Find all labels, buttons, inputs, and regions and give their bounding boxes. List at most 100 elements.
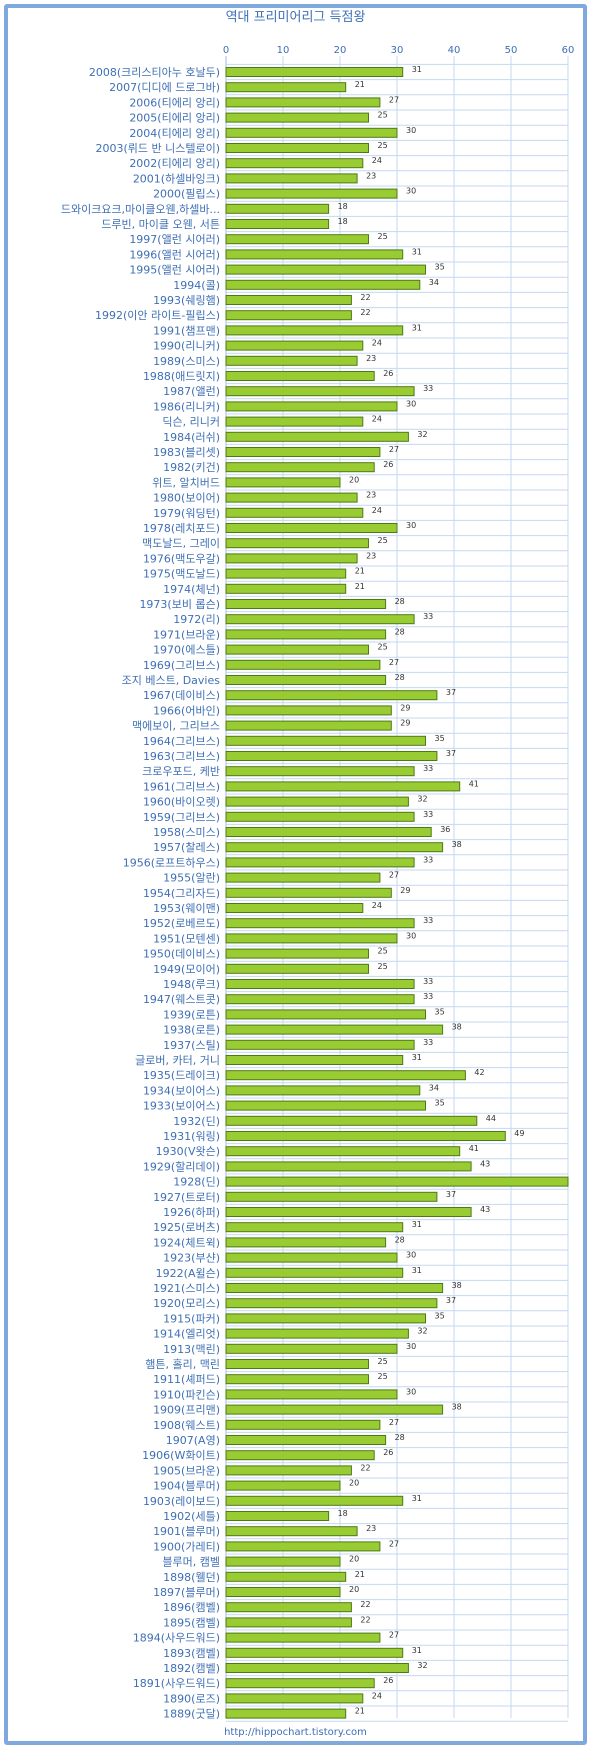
data-label: 27 [389, 658, 399, 667]
bar [225, 1587, 341, 1597]
bar [225, 1131, 506, 1141]
x-tick-label: 60 [562, 45, 575, 56]
bar [225, 1602, 352, 1613]
category-label: 2007(디디에 드로그바) [109, 81, 220, 94]
data-label: 18 [338, 1509, 348, 1518]
bar [225, 1237, 387, 1248]
bar [225, 523, 398, 533]
category-label: 1990(리니커) [153, 340, 220, 353]
bar [225, 1511, 330, 1521]
data-label: 22 [360, 1615, 370, 1624]
data-label: 21 [355, 1707, 365, 1716]
data-label: 27 [389, 1539, 399, 1548]
category-label: 1911(셰퍼드) [153, 1373, 220, 1386]
x-axis-ticks: 0 10 20 30 40 50 60 [223, 45, 575, 56]
bar [225, 675, 387, 685]
data-label: 35 [435, 1007, 445, 1016]
category-label: 1928(딘) [173, 1176, 220, 1189]
data-label: 20 [349, 1479, 359, 1488]
bar [225, 751, 438, 761]
category-label: 1902(세틀) [163, 1510, 220, 1523]
category-label: 1994(콜) [173, 279, 220, 292]
data-label: 32 [417, 795, 427, 804]
bar [225, 979, 415, 989]
category-label: 1978(레치포드) [143, 522, 220, 535]
category-label: 1960(바이오렛) [143, 796, 220, 809]
data-label: 24 [372, 1691, 382, 1700]
data-label: 21 [355, 80, 365, 89]
bar [225, 644, 369, 655]
bar [225, 173, 358, 184]
data-label: 20 [349, 1585, 359, 1594]
data-label: 37 [446, 1296, 456, 1305]
bar [225, 1328, 409, 1339]
data-label: 31 [412, 1646, 422, 1655]
category-label: 1957(찰레스) [153, 841, 220, 854]
category-label: 1922(A윌슨) [156, 1267, 220, 1280]
bar [225, 811, 415, 822]
data-label: 31 [412, 323, 422, 332]
bar [225, 1708, 347, 1719]
category-label: 1947(웨스트콧) [143, 993, 220, 1006]
data-label: 30 [406, 521, 416, 530]
category-label: 1958(스미스) [153, 826, 220, 839]
category-label: 2000(필립스) [153, 188, 220, 201]
bar [225, 1298, 438, 1309]
data-label: 32 [417, 430, 427, 439]
category-label: 1898(웰던) [163, 1571, 220, 1584]
data-label: 37 [446, 1190, 456, 1199]
data-label: 37 [446, 749, 456, 758]
data-label: 35 [435, 1311, 445, 1320]
bar [225, 827, 432, 837]
bar [225, 507, 364, 518]
data-label: 33 [423, 764, 433, 773]
bar [225, 1313, 426, 1324]
data-label: 23 [366, 171, 376, 180]
data-label: 24 [372, 156, 382, 165]
bar [225, 994, 415, 1005]
data-label: 21 [355, 582, 365, 591]
category-label: 위트, 알치버드 [152, 475, 220, 489]
data-labels: 3121272530252423301818253135342222312423… [338, 65, 525, 1716]
bar [225, 1009, 426, 1020]
data-label: 24 [372, 901, 382, 910]
bar [225, 568, 347, 579]
category-label: 1891(사우드워드) [133, 1677, 220, 1690]
category-label: 1910(파킨슨) [153, 1388, 220, 1401]
data-label: 26 [383, 369, 393, 378]
x-tick-label: 0 [223, 45, 229, 56]
data-label: 33 [423, 916, 433, 925]
bar [225, 1161, 472, 1172]
category-label: 1997(앨런 시어러) [129, 233, 220, 246]
bar [225, 158, 364, 169]
category-label: 1921(스미스) [153, 1282, 220, 1295]
category-label: 맥도날드, 그레이 [142, 537, 220, 550]
bar [225, 887, 392, 898]
bar [225, 1693, 364, 1704]
data-label: 33 [423, 977, 433, 986]
data-label: 18 [338, 217, 348, 226]
category-label: 1929(할리데이) [143, 1160, 220, 1173]
data-label: 43 [480, 1159, 490, 1168]
bar [225, 614, 415, 625]
chart-title: 역대 프리미어리그 득점왕 [225, 10, 366, 25]
data-label: 25 [378, 111, 388, 120]
category-label: 1905(브라운) [153, 1464, 220, 1477]
bar [225, 203, 330, 214]
bar [225, 705, 392, 716]
category-label: 1904(블루머) [153, 1480, 220, 1493]
data-label: 31 [412, 1220, 422, 1229]
category-label: 2001(하셀바잉크) [133, 171, 220, 185]
category-label: 1933(보이어스) [143, 1100, 220, 1113]
data-label: 44 [486, 1114, 496, 1123]
bar [225, 1495, 404, 1506]
data-label: 30 [406, 399, 416, 408]
category-label: 1914(엘리엇) [153, 1328, 220, 1341]
category-label: 1892(캠벨) [163, 1662, 220, 1675]
category-label: 1973(보비 롭슨) [139, 598, 220, 611]
bar [225, 1647, 404, 1658]
bar [225, 1115, 478, 1126]
bar [225, 1252, 398, 1263]
category-label: 1937(스틸) [163, 1039, 220, 1052]
bar [225, 1389, 398, 1400]
